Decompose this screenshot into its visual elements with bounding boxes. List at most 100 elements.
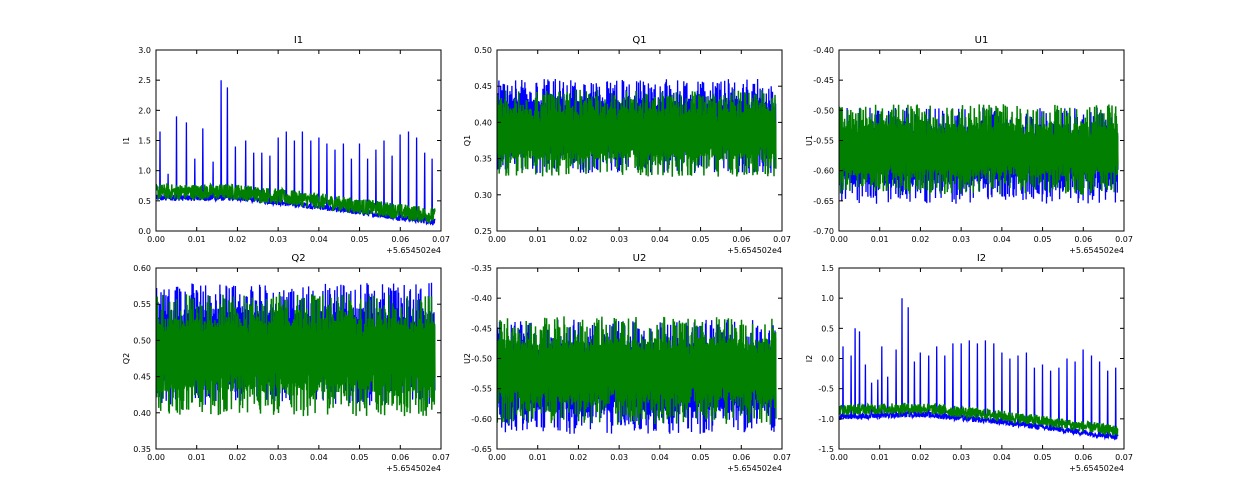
y-tick-label: 0.0 xyxy=(821,355,834,364)
x-tick-label: 0.02 xyxy=(912,235,930,244)
y-tick-label: 0.50 xyxy=(133,336,151,345)
x-tick-label: 0.07 xyxy=(773,453,791,462)
plot-frame xyxy=(155,267,442,450)
x-offset-label: +5.654502e4 xyxy=(386,246,441,255)
subplot-title: I2 xyxy=(977,253,986,264)
x-offset-label: +5.654502e4 xyxy=(386,464,441,473)
y-tick-label: 0.45 xyxy=(133,373,151,382)
x-tick-label: 0.01 xyxy=(871,453,889,462)
y-tick-label: 3.0 xyxy=(138,46,151,55)
subplot-title: I1 xyxy=(294,35,303,46)
y-tick-label: 0.0 xyxy=(138,227,151,236)
y-tick-label: -0.65 xyxy=(471,445,492,454)
y-tick-label: 2.0 xyxy=(138,106,151,115)
y-tick-label: 0.35 xyxy=(133,445,151,454)
x-tick-label: 0.01 xyxy=(529,453,547,462)
y-axis-label: Q2 xyxy=(122,353,131,364)
x-tick-label: 0.07 xyxy=(1115,235,1133,244)
x-tick-label: 0.04 xyxy=(310,235,328,244)
series-line-2 xyxy=(156,182,436,223)
y-axis-label: I2 xyxy=(805,355,814,362)
y-tick-label: 0.50 xyxy=(474,46,492,55)
series-line-1 xyxy=(839,298,1119,441)
series-line-2 xyxy=(839,104,1119,195)
x-tick-label: 0.06 xyxy=(391,235,409,244)
y-tick-label: -0.50 xyxy=(813,106,834,115)
y-axis-label: U2 xyxy=(463,353,472,364)
x-tick-label: 0.03 xyxy=(952,453,970,462)
subplot-title: U2 xyxy=(633,253,647,264)
y-tick-label: 0.25 xyxy=(474,227,492,236)
x-tick-label: 0.04 xyxy=(993,453,1011,462)
x-tick-label: 0.07 xyxy=(432,453,450,462)
x-offset-label: +5.654502e4 xyxy=(1069,246,1124,255)
x-tick-label: 0.06 xyxy=(1074,235,1092,244)
x-tick-label: 0.02 xyxy=(229,453,247,462)
y-tick-label: -0.55 xyxy=(471,385,492,394)
y-tick-label: 0.5 xyxy=(821,324,834,333)
x-tick-label: 0.03 xyxy=(269,453,287,462)
y-tick-label: -0.55 xyxy=(813,137,834,146)
subplot-i1: 0.00 0.01 0.02 0.03 0.04 0.05 0.06 0.07 0.0 0.5 1.… xyxy=(122,35,450,255)
subplot-q1: 0.00 0.01 0.02 0.03 0.04 0.05 0.06 0.07 0.25 0.30… xyxy=(463,35,791,255)
x-tick-label: 0.05 xyxy=(1034,235,1052,244)
x-offset-label: +5.654502e4 xyxy=(727,246,782,255)
x-tick-label: 0.03 xyxy=(952,235,970,244)
y-axis-label: U1 xyxy=(805,135,814,146)
x-tick-label: 0.00 xyxy=(147,235,165,244)
x-tick-label: 0.04 xyxy=(651,235,669,244)
y-tick-label: -1.5 xyxy=(818,445,834,454)
y-tick-label: 0.45 xyxy=(474,82,492,91)
y-tick-label: 0.35 xyxy=(474,155,492,164)
y-tick-label: -0.40 xyxy=(471,294,492,303)
y-tick-label: -1.0 xyxy=(818,415,834,424)
x-tick-label: 0.03 xyxy=(269,235,287,244)
x-tick-label: 0.04 xyxy=(310,453,328,462)
x-tick-label: 0.05 xyxy=(351,453,369,462)
series-line-2 xyxy=(497,316,777,425)
y-tick-label: -0.60 xyxy=(813,167,834,176)
series-line-2 xyxy=(156,293,436,417)
x-tick-label: 0.01 xyxy=(188,453,206,462)
x-tick-label: 0.01 xyxy=(529,235,547,244)
y-tick-label: 1.5 xyxy=(821,264,834,273)
y-tick-label: -0.40 xyxy=(813,46,834,55)
y-tick-label: 0.40 xyxy=(474,118,492,127)
x-tick-label: 0.06 xyxy=(391,453,409,462)
y-tick-label: 1.0 xyxy=(821,294,834,303)
x-tick-label: 0.03 xyxy=(610,453,628,462)
y-tick-label: -0.45 xyxy=(471,324,492,333)
subplot-u2: 0.00 0.01 0.02 0.03 0.04 0.05 0.06 0.07 -0.65 -0.… xyxy=(463,253,791,473)
x-tick-label: 0.00 xyxy=(488,235,506,244)
x-offset-label: +5.654502e4 xyxy=(727,464,782,473)
x-tick-label: 0.05 xyxy=(692,453,710,462)
y-tick-label: 1.5 xyxy=(138,137,151,146)
y-tick-label: -0.70 xyxy=(813,227,834,236)
subplot-title: Q2 xyxy=(291,253,305,264)
x-tick-label: 0.05 xyxy=(692,235,710,244)
y-tick-label: -0.60 xyxy=(471,415,492,424)
x-tick-label: 0.05 xyxy=(1034,453,1052,462)
series-line-2 xyxy=(497,89,777,177)
y-tick-label: -0.35 xyxy=(471,264,492,273)
series-line-2 xyxy=(839,402,1119,436)
subplot-q2: 0.00 0.01 0.02 0.03 0.04 0.05 0.06 0.07 0.35 0.40… xyxy=(122,253,450,473)
x-tick-label: 0.06 xyxy=(732,453,750,462)
y-tick-label: -0.50 xyxy=(471,355,492,364)
y-tick-label: 0.40 xyxy=(133,409,151,418)
x-tick-label: 0.02 xyxy=(229,235,247,244)
y-tick-label: 1.0 xyxy=(138,167,151,176)
x-tick-label: 0.00 xyxy=(147,453,165,462)
y-tick-label: -0.45 xyxy=(813,76,834,85)
subplot-title: Q1 xyxy=(632,35,646,46)
x-tick-label: 0.04 xyxy=(651,453,669,462)
subplot-title: U1 xyxy=(975,35,989,46)
x-tick-label: 0.07 xyxy=(432,235,450,244)
x-tick-label: 0.06 xyxy=(732,235,750,244)
x-tick-label: 0.00 xyxy=(830,453,848,462)
plot-frame xyxy=(496,49,783,232)
x-tick-label: 0.05 xyxy=(351,235,369,244)
x-tick-label: 0.00 xyxy=(488,453,506,462)
x-tick-label: 0.07 xyxy=(773,235,791,244)
